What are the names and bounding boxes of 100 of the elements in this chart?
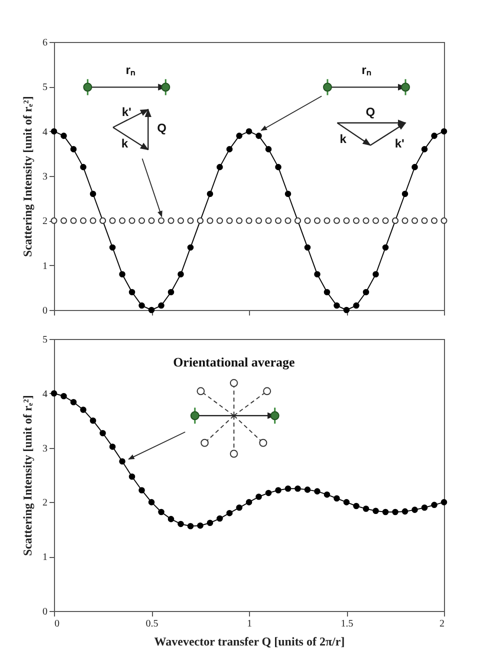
point <box>60 392 67 400</box>
point <box>109 444 116 450</box>
y-tick-label: 4 <box>42 126 48 138</box>
y-tick-label: 5 <box>42 82 48 94</box>
annotation: k <box>340 132 347 146</box>
point <box>138 217 145 224</box>
point <box>109 217 116 224</box>
point <box>206 217 214 224</box>
point <box>138 487 145 494</box>
y-axis-title: Scattering Intensity [unit of rₑ²] <box>20 395 34 556</box>
point <box>362 289 370 296</box>
point <box>119 271 126 278</box>
y-tick-label: 3 <box>42 443 48 454</box>
point <box>80 406 86 413</box>
point <box>314 271 320 278</box>
point <box>168 516 174 522</box>
point <box>334 495 340 502</box>
point <box>246 499 252 506</box>
point <box>284 190 292 197</box>
annotation: Orientational average <box>173 354 295 370</box>
point <box>148 499 155 506</box>
point <box>412 164 418 170</box>
point <box>206 190 214 197</box>
point <box>236 132 242 139</box>
point <box>431 132 438 139</box>
point <box>362 217 370 224</box>
x-tick-label: 0 <box>54 618 60 630</box>
x-tick-label: 2 <box>440 618 444 630</box>
point <box>314 217 320 224</box>
x-tick-label: 1 <box>247 618 252 630</box>
point <box>70 398 77 406</box>
point <box>334 302 340 309</box>
point <box>187 244 194 251</box>
annotation: rₙ <box>362 62 372 77</box>
annotation: Q <box>157 120 166 135</box>
point <box>402 217 408 224</box>
point <box>216 515 223 522</box>
point <box>382 244 389 251</box>
point <box>372 217 379 224</box>
point <box>187 523 194 530</box>
point <box>392 508 398 516</box>
y-tick-label: 1 <box>42 552 48 564</box>
point <box>100 430 106 436</box>
point <box>440 128 448 134</box>
point <box>148 217 155 224</box>
point <box>178 520 184 528</box>
point <box>431 217 438 224</box>
point <box>158 217 164 224</box>
y-tick-label: 2 <box>42 216 48 228</box>
point <box>246 128 252 134</box>
y-tick-label: 6 <box>42 38 48 48</box>
point <box>275 217 282 224</box>
point <box>294 485 301 492</box>
point <box>158 302 164 309</box>
point <box>128 474 136 480</box>
point <box>304 217 311 224</box>
point <box>50 217 58 224</box>
point <box>226 510 233 516</box>
point <box>256 494 262 500</box>
point <box>412 217 418 224</box>
point <box>402 508 408 515</box>
point <box>284 217 292 224</box>
point <box>324 217 330 224</box>
point <box>372 508 379 514</box>
point <box>421 146 428 152</box>
point <box>206 520 214 526</box>
point <box>421 504 428 511</box>
point <box>382 217 389 224</box>
point <box>265 146 272 152</box>
annotation: k' <box>122 105 132 120</box>
point <box>178 271 184 278</box>
point <box>275 164 282 170</box>
point <box>109 244 116 251</box>
point <box>148 306 155 314</box>
point <box>324 491 330 498</box>
point <box>353 302 360 309</box>
point <box>421 217 428 224</box>
point <box>70 146 77 152</box>
annotation: k' <box>394 136 405 150</box>
point <box>80 217 86 224</box>
point <box>362 506 370 512</box>
y-tick-label: 5 <box>42 334 48 346</box>
point <box>265 490 272 496</box>
point <box>256 217 262 224</box>
y-tick-label: 2 <box>42 498 48 509</box>
point <box>119 458 126 465</box>
point <box>236 217 242 224</box>
point <box>216 217 223 224</box>
point <box>334 217 340 224</box>
point <box>412 506 418 513</box>
point <box>256 132 262 139</box>
y-tick-label: 1 <box>42 260 48 272</box>
annotation: k <box>121 136 128 150</box>
point <box>440 217 448 224</box>
x-tick-label: 0.5 <box>146 618 158 630</box>
point <box>50 128 58 134</box>
y-tick-label: 0 <box>42 606 48 618</box>
point <box>178 217 184 224</box>
point <box>128 217 136 224</box>
point <box>236 504 242 511</box>
